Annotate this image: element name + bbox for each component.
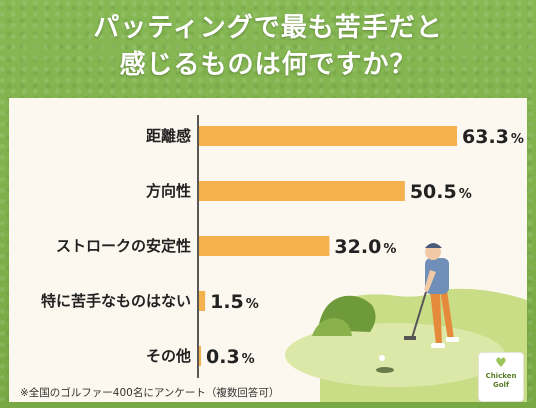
chicken-golf-logo: ♥ Chicken Golf — [478, 352, 524, 402]
title-line-2: 感じるものは何ですか？ — [119, 50, 417, 80]
value-label: 0.3% — [206, 346, 255, 368]
value-label: 1.5% — [210, 291, 259, 313]
footnote: ※全国のゴルファー400名にアンケート（複数回答可） — [20, 387, 280, 399]
category-label: 距離感 — [146, 127, 191, 145]
logo-icon: ♥ — [495, 356, 507, 371]
value-unit: % — [246, 297, 259, 312]
value-label: 50.5% — [410, 181, 472, 203]
bar — [199, 236, 330, 256]
bar — [199, 126, 457, 146]
bar — [199, 346, 201, 366]
category-label: 方向性 — [146, 182, 191, 200]
category-label: 特に苦手なものはない — [41, 292, 191, 310]
bar — [199, 291, 206, 311]
value-unit: % — [459, 187, 472, 202]
bar — [199, 181, 405, 201]
value-unit: % — [383, 242, 396, 257]
logo-word-1: Chicken — [485, 372, 517, 380]
value-label: 32.0% — [334, 236, 396, 258]
title-line-1: パッティングで最も苦手だと — [93, 13, 443, 43]
logo-word-2: Golf — [493, 381, 509, 389]
value-unit: % — [242, 352, 255, 367]
page-title: パッティングで最も苦手だと 感じるものは何ですか？ — [0, 10, 536, 84]
category-label: ストロークの安定性 — [56, 237, 191, 255]
value-unit: % — [511, 132, 524, 147]
bars-group: 距離感 63.3 % 方向性 50.5 % ストロークの安定性 32.0 % 特に苦手なものはない… — [41, 126, 524, 368]
golfer-illustration — [285, 243, 527, 402]
value-label: 63.3% — [462, 126, 524, 148]
category-label: その他 — [146, 347, 191, 365]
